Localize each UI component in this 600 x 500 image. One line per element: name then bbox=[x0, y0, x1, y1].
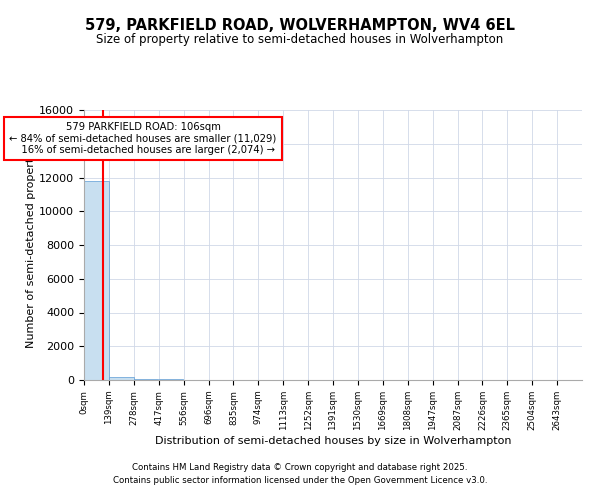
Text: Size of property relative to semi-detached houses in Wolverhampton: Size of property relative to semi-detach… bbox=[97, 32, 503, 46]
Text: 579, PARKFIELD ROAD, WOLVERHAMPTON, WV4 6EL: 579, PARKFIELD ROAD, WOLVERHAMPTON, WV4 … bbox=[85, 18, 515, 32]
Y-axis label: Number of semi-detached properties: Number of semi-detached properties bbox=[26, 142, 37, 348]
Text: Contains HM Land Registry data © Crown copyright and database right 2025.: Contains HM Land Registry data © Crown c… bbox=[132, 462, 468, 471]
Text: 579 PARKFIELD ROAD: 106sqm
← 84% of semi-detached houses are smaller (11,029)
  : 579 PARKFIELD ROAD: 106sqm ← 84% of semi… bbox=[10, 122, 277, 156]
Text: Contains public sector information licensed under the Open Government Licence v3: Contains public sector information licen… bbox=[113, 476, 487, 485]
X-axis label: Distribution of semi-detached houses by size in Wolverhampton: Distribution of semi-detached houses by … bbox=[155, 436, 511, 446]
Bar bbox=[109, 377, 134, 380]
Bar bbox=[84, 181, 109, 380]
Bar bbox=[134, 379, 158, 380]
